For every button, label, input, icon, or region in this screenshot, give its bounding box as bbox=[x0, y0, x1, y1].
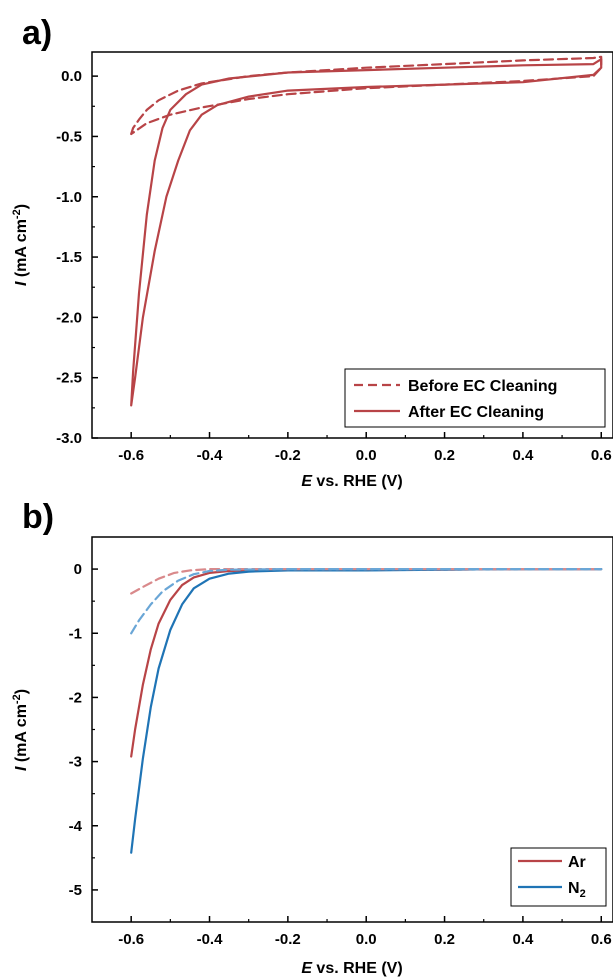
panel-a-label: a) bbox=[22, 14, 52, 52]
panel-b-x-tick-label: 0.0 bbox=[356, 931, 377, 948]
series-line-n2-dashed bbox=[130, 568, 603, 635]
panel-b-y-tick-label: 0 bbox=[74, 561, 82, 578]
panel-b-y-tick-label: -5 bbox=[69, 882, 82, 899]
panel-b-x-tick-label: 0.2 bbox=[434, 931, 455, 948]
series-line-before-ec-cleaning bbox=[130, 55, 603, 136]
panel-a-y-tick-label: -0.5 bbox=[56, 128, 82, 145]
panel-a-x-ticks: -0.6 -0.4 -0.2 0.0 0.2 0.4 0.6 bbox=[118, 432, 612, 464]
legend-label-before-ec-cleaning: Before EC Cleaning bbox=[408, 378, 557, 395]
series-line-ar bbox=[130, 568, 603, 758]
panel-a-x-tick-label: 0.0 bbox=[356, 447, 377, 464]
legend-label-n2: N2 bbox=[568, 880, 586, 900]
panel-b-x-tick-label: -0.2 bbox=[275, 931, 301, 948]
series-line-n bbox=[130, 568, 603, 854]
panel-b-label: b) bbox=[22, 498, 54, 536]
panel-a-frame bbox=[91, 51, 613, 439]
panel-a-x-tick-label: -0.4 bbox=[197, 447, 224, 464]
panel-a-x-axis-title: E vs. RHE (V) bbox=[301, 473, 402, 490]
panel-b-y-tick-label: -1 bbox=[69, 625, 82, 642]
panel-a-x-tick-label: -0.2 bbox=[275, 447, 301, 464]
panel-a-y-tick-label: -1.5 bbox=[56, 249, 82, 266]
panel-b-series bbox=[130, 568, 603, 854]
panel-b-y-tick-label: -3 bbox=[69, 754, 82, 771]
panel-a-legend-box bbox=[344, 368, 606, 428]
panel-b-legend: Ar N2 bbox=[510, 847, 607, 907]
panel-b-legend-box bbox=[510, 847, 607, 907]
panel-a-y-tick-label: -2.0 bbox=[56, 309, 82, 326]
series-line-after-ec-cleaning bbox=[130, 58, 603, 407]
panel-a-y-ticks: 0.0 -0.5 -1.0 -1.5 -2.0 -2.5 -3.0 bbox=[56, 68, 98, 447]
panel-a-y-tick-label: -2.5 bbox=[56, 370, 82, 387]
panel-a-y-tick-label: -1.0 bbox=[56, 189, 82, 206]
panel-a-legend: Before EC Cleaning After EC Cleaning bbox=[344, 368, 606, 428]
series-line-ar-dashed bbox=[130, 568, 603, 595]
panel-b-y-tick-label: -2 bbox=[69, 689, 82, 706]
panel-a-x-tick-label: 0.6 bbox=[591, 447, 612, 464]
panel-b-x-tick-label: -0.6 bbox=[118, 931, 144, 948]
panel-a-y-tick-label: 0.0 bbox=[61, 68, 82, 85]
panel-b-x-tick-label: -0.4 bbox=[197, 931, 224, 948]
panel-a-x-tick-label: 0.2 bbox=[434, 447, 455, 464]
panel-b-x-tick-label: 0.6 bbox=[591, 931, 612, 948]
panel-a: a) -0.6 -0.4 -0.2 0.0 0.2 0.4 0.6 0.0 -0.5 -1.0 -… bbox=[11, 14, 613, 490]
legend-label-after-ec-cleaning: After EC Cleaning bbox=[408, 404, 544, 421]
panel-a-y-axis-title: I (mA cm-2) bbox=[11, 204, 30, 286]
panel-b: b) -0.6 -0.4 -0.2 0.0 0.2 0.4 0.6 0-1-2-3-4-5 … bbox=[11, 498, 613, 977]
panel-a-x-tick-label: 0.4 bbox=[512, 447, 534, 464]
legend-label-ar: Ar bbox=[568, 854, 586, 871]
panel-b-x-ticks: -0.6 -0.4 -0.2 0.0 0.2 0.4 0.6 bbox=[118, 916, 612, 948]
panel-a-series bbox=[130, 55, 603, 407]
panel-b-y-tick-label: -4 bbox=[69, 818, 83, 835]
panel-b-x-tick-label: 0.4 bbox=[512, 931, 534, 948]
panel-b-y-ticks: 0 -1 -2 -3 -4 -5 bbox=[69, 561, 98, 899]
panel-b-x-axis-title: E vs. RHE (V) bbox=[301, 960, 402, 977]
panel-a-y-tick-label: -3.0 bbox=[56, 430, 82, 447]
panel-b-y-axis-title: I (mA cm-2) bbox=[11, 689, 30, 771]
panel-a-x-tick-label: -0.6 bbox=[118, 447, 144, 464]
